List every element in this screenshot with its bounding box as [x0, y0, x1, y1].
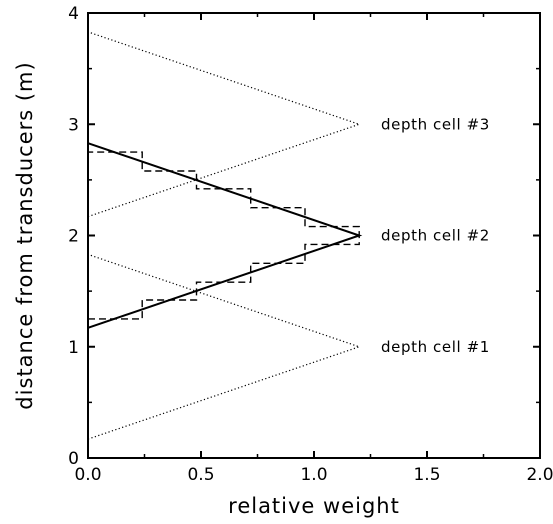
x-axis-title: relative weight — [228, 494, 400, 518]
x-axis-ticks: 0.0 0.5 1.0 1.5 2.0 — [74, 13, 553, 485]
x-tick-label: 2.0 — [526, 465, 553, 485]
x-tick-label: 1.0 — [300, 465, 327, 485]
y-axis-title: distance from transducers (m) — [13, 61, 37, 409]
y-tick-label: 1 — [68, 338, 79, 358]
y-axis-ticks: 0 1 2 3 4 — [68, 4, 540, 469]
series-layer — [87, 31, 363, 440]
x-tick-label: 0.5 — [187, 465, 214, 485]
y-tick-label: 2 — [68, 227, 79, 247]
depth-cell-label: depth cell #1 — [381, 338, 490, 356]
x-tick-label: 0.0 — [74, 465, 101, 485]
x-tick-label: 1.5 — [413, 465, 440, 485]
y-tick-label: 0 — [68, 449, 79, 469]
annotation-layer: depth cell #1 depth cell #2 depth cell #3 — [381, 115, 490, 356]
weight-triangle-solid-2 — [87, 142, 363, 329]
depth-cell-label: depth cell #2 — [381, 227, 490, 245]
y-tick-label: 3 — [68, 115, 79, 135]
weight-step-dashed-4 — [88, 151, 360, 320]
depth-cell-label: depth cell #3 — [381, 115, 490, 133]
y-tick-label: 4 — [68, 4, 79, 24]
